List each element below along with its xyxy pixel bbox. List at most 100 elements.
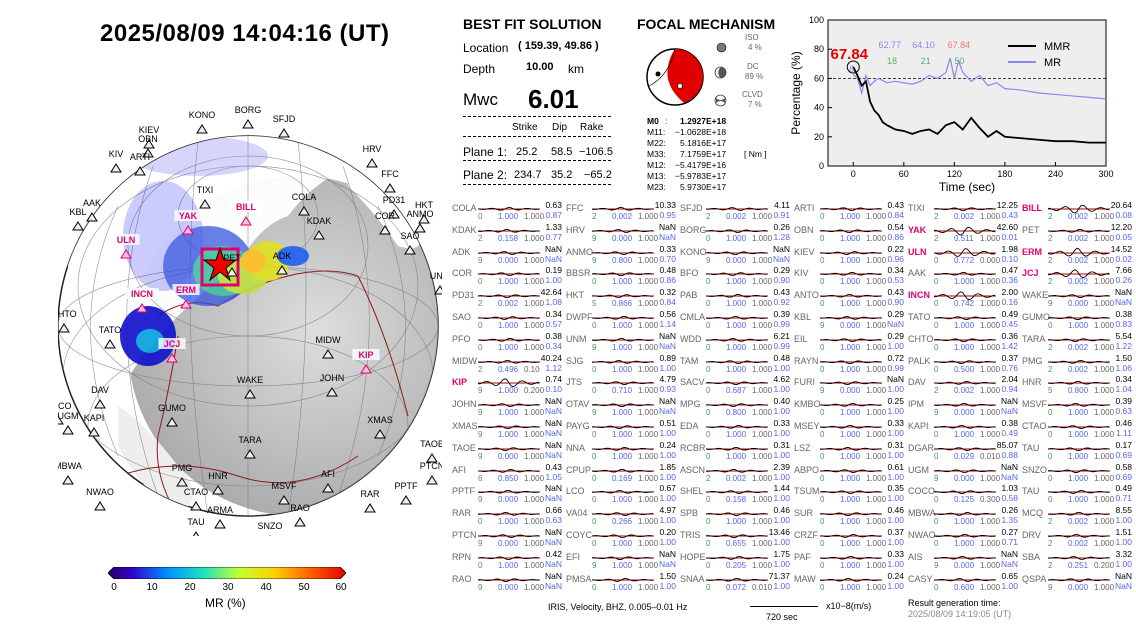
station-cell-ascn: ASCN 2 0.002 1.000 2.39 1.00 — [680, 462, 792, 484]
waveform-plot — [820, 316, 882, 320]
station-label: TIXI — [197, 185, 214, 195]
station-mr: 0.43 — [1001, 210, 1018, 220]
station-weight: 0.002 — [612, 212, 633, 221]
station-mr: 0.01 — [1001, 231, 1018, 242]
station-code: DAV — [908, 377, 926, 388]
station-weight: 0.655 — [726, 539, 747, 548]
station-triangle-icon — [366, 158, 378, 168]
station-value: NaN — [658, 221, 676, 232]
chart-annotation: 62.77 — [879, 40, 902, 50]
station-mr: 0.99 — [887, 362, 904, 373]
waveform-plot — [706, 555, 768, 560]
station-triangle-icon — [294, 517, 306, 527]
station-cell-pmg: PMG 2 0.002 1.000 1.50 1.06 — [1022, 353, 1134, 375]
station-cell-rar: RAR 0 1.000 1.000 0.66 0.63 — [452, 505, 564, 527]
waveform-plot — [934, 381, 996, 386]
m33-label: M33: — [647, 149, 666, 159]
station-cell-sba: SBA 2 0.251 0.200 3.32 1.00 — [1022, 549, 1134, 571]
station-code: SNZO — [1022, 464, 1048, 475]
station-factor: 1.000 — [524, 495, 545, 505]
station-chto: CHTO — [51, 309, 77, 333]
station-aak: AAK — [83, 198, 101, 222]
waveform-plot — [592, 446, 654, 451]
station-value: NaN — [544, 396, 562, 407]
station-factor: 1.000 — [866, 430, 887, 439]
station-factor: 1.000 — [524, 233, 545, 243]
waveform-plot — [820, 424, 882, 429]
station-weight: 1.000 — [726, 277, 747, 287]
mr-chart: 0 60 120 180 240 300 0 20 40 60 80 100 Time (sec) Per… — [788, 12, 1118, 203]
m12-label: M12: — [647, 160, 666, 170]
station-weight: 1.000 — [954, 342, 975, 352]
station-factor: 0.10 — [524, 364, 540, 374]
station-label: PPTF — [394, 481, 418, 491]
station-shift: 0 — [592, 495, 597, 505]
station-mr: 0.90 — [887, 297, 904, 308]
station-code: BILL — [1022, 203, 1042, 213]
station-dav: DAV — [91, 385, 109, 409]
station-factor: 1.000 — [638, 255, 659, 265]
station-label: ARMA — [207, 505, 233, 515]
waveform-plot — [478, 577, 540, 582]
station-kdak: KDAK — [307, 216, 331, 240]
station-code: GUMO — [1022, 312, 1050, 322]
waveform-plot — [592, 316, 654, 320]
station-value: 0.38 — [1001, 418, 1018, 428]
station-shift: 0 — [934, 582, 939, 592]
station-value: NaN — [1114, 287, 1132, 298]
station-shift: 0 — [820, 212, 825, 221]
station-factor: 1.000 — [866, 408, 887, 418]
station-mr: 1.00 — [773, 537, 790, 547]
time-scale-bar — [750, 606, 818, 607]
station-cell-palk: PALK 0 0.500 1.000 0.37 0.76 — [908, 353, 1020, 375]
station-factor: 1.000 — [752, 255, 773, 265]
station-value: 5.54 — [1115, 330, 1132, 341]
station-mr: 0.34 — [545, 340, 562, 351]
station-shift: 2 — [1048, 560, 1053, 570]
station-shift: 0 — [934, 321, 939, 330]
station-weight: 0.002 — [1068, 539, 1089, 548]
waveform-plot — [820, 272, 882, 277]
station-weight: 0.000 — [498, 582, 519, 592]
station-shift: 0 — [1048, 321, 1053, 330]
waveform-plot — [1048, 468, 1110, 473]
station-weight: 0.000 — [498, 255, 519, 265]
station-factor: 1.000 — [1094, 473, 1115, 483]
dc-icon — [714, 66, 727, 84]
station-mr: 1.00 — [659, 537, 676, 547]
waveform-plot — [820, 360, 882, 364]
station-shift: 9 — [478, 539, 483, 548]
station-code: COR — [452, 268, 472, 279]
station-shift: 0 — [820, 582, 825, 592]
station-weight: 0.002 — [954, 212, 975, 221]
station-value: 0.39 — [1115, 396, 1132, 407]
station-code: BORG — [680, 224, 707, 235]
station-mr: 1.00 — [773, 515, 790, 526]
station-label: JCJ — [164, 339, 181, 349]
station-code: COCO — [908, 486, 935, 497]
station-weight: 1.000 — [498, 212, 519, 221]
station-mr: NaN — [544, 253, 562, 264]
waveform-plot — [706, 207, 768, 211]
station-weight: 0.266 — [612, 517, 633, 527]
station-triangle-icon — [182, 225, 194, 235]
station-nwao: NWAO — [86, 487, 114, 511]
station-shift: 2 — [1048, 539, 1053, 548]
station-shift: 2 — [478, 233, 483, 243]
station-weight: 0.002 — [1068, 233, 1089, 243]
station-factor: 1.000 — [638, 233, 659, 243]
station-label: KIV — [109, 149, 124, 159]
station-value: 3.32 — [1115, 548, 1132, 559]
station-value: 0.48 — [773, 352, 790, 363]
station-code: UNM — [566, 333, 587, 344]
station-triangle-icon — [58, 323, 70, 333]
station-mr: 0.53 — [887, 275, 904, 286]
m13-value: −5.9783E+17 — [675, 171, 727, 181]
station-code: RCBR — [680, 442, 706, 453]
station-shift: 2 — [1048, 364, 1053, 374]
waveform-plot — [478, 359, 540, 364]
waveform-plot — [934, 425, 996, 429]
station-factor: 1.000 — [752, 299, 773, 309]
station-triangle-icon — [134, 166, 146, 176]
station-weight: 0.800 — [1068, 386, 1089, 396]
